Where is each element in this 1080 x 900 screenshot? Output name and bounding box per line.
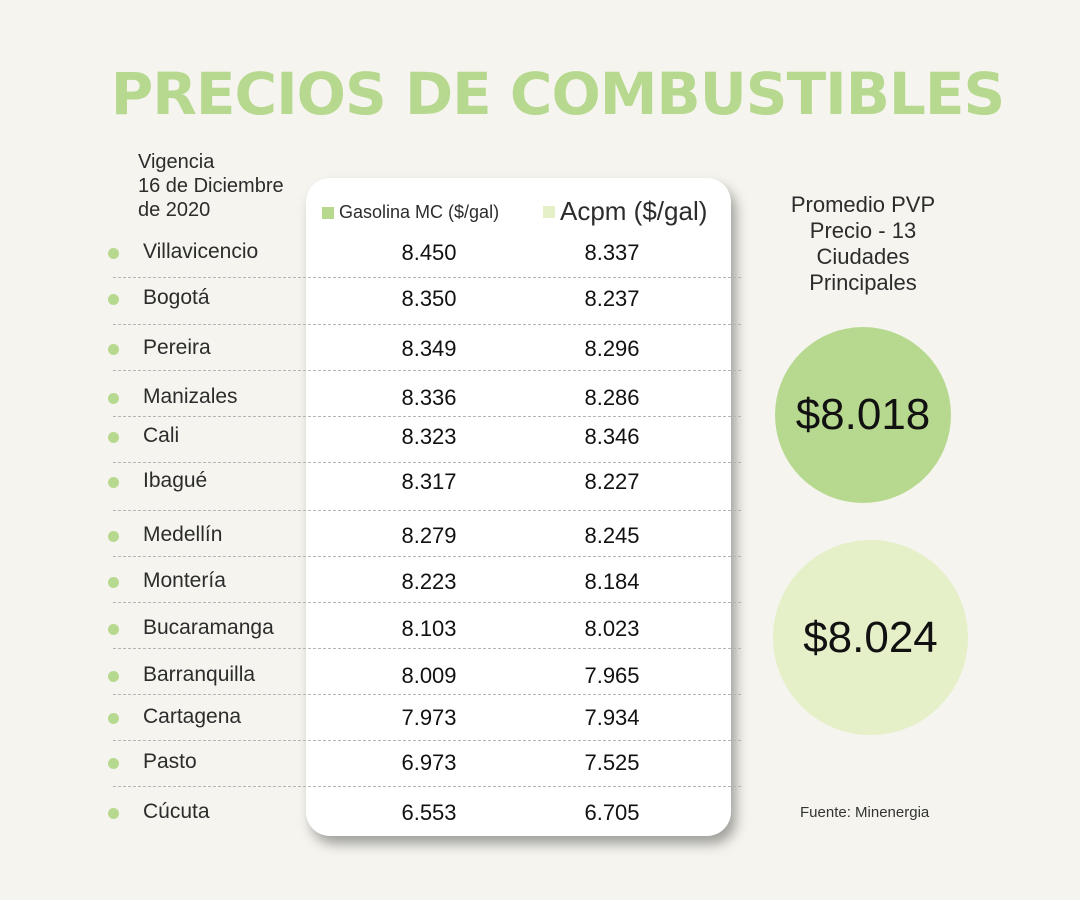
row-divider xyxy=(113,324,741,325)
bullet-dot xyxy=(108,477,119,488)
gasolina-price: 8.323 xyxy=(401,424,457,449)
column-header-acpm: Acpm ($/gal) xyxy=(543,196,707,227)
price-table-card xyxy=(306,178,731,836)
validity-date: Vigencia 16 de Diciembre de 2020 xyxy=(138,150,328,222)
row-divider xyxy=(113,740,741,741)
table-row: Medellín 8.279 8.245 xyxy=(0,521,745,551)
average-label: Promedio PVP Precio - 13 Ciudades Princi… xyxy=(778,192,948,296)
acpm-price: 8.346 xyxy=(584,424,640,449)
average-label-line: Promedio PVP xyxy=(790,192,936,217)
average-acpm-circle: $8.024 xyxy=(773,540,968,735)
page-title: PRECIOS DE COMBUSTIBLES xyxy=(110,60,1006,128)
row-divider xyxy=(113,556,741,557)
city-name: Cartagena xyxy=(143,705,242,728)
row-divider xyxy=(113,370,741,371)
acpm-price: 8.023 xyxy=(584,616,640,641)
bullet-dot xyxy=(108,671,119,682)
bullet-dot xyxy=(108,531,119,542)
acpm-price: 8.337 xyxy=(584,240,640,265)
city-name: Ibagué xyxy=(143,469,208,492)
column-header-label: Gasolina MC ($/gal) xyxy=(339,202,500,222)
table-row: Montería 8.223 8.184 xyxy=(0,567,745,597)
city-name: Villavicencio xyxy=(143,240,259,263)
bullet-dot xyxy=(108,344,119,355)
city-name: Bogotá xyxy=(143,286,210,309)
city-name: Cúcuta xyxy=(143,800,210,823)
column-header-label: Acpm ($/gal) xyxy=(560,196,708,226)
acpm-price: 8.184 xyxy=(584,569,640,594)
row-divider xyxy=(113,786,741,787)
table-row: Ibagué 8.317 8.227 xyxy=(0,467,745,497)
bullet-dot xyxy=(108,294,119,305)
bullet-dot xyxy=(108,713,119,724)
bullet-dot xyxy=(108,758,119,769)
table-row: Barranquilla 8.009 7.965 xyxy=(0,661,745,691)
acpm-price: 8.237 xyxy=(584,286,640,311)
table-row: Cúcuta 6.553 6.705 xyxy=(0,798,745,828)
source-note: Fuente: Minenergia xyxy=(800,804,930,821)
acpm-price: 8.245 xyxy=(584,523,640,548)
gasolina-price: 8.103 xyxy=(401,616,457,641)
bullet-dot xyxy=(108,624,119,635)
city-name: Manizales xyxy=(143,385,238,408)
bullet-dot xyxy=(108,248,119,259)
gasolina-price: 8.450 xyxy=(401,240,457,265)
acpm-price: 7.525 xyxy=(584,750,640,775)
bullet-dot xyxy=(108,808,119,819)
row-divider xyxy=(113,648,741,649)
acpm-price: 7.965 xyxy=(584,663,640,688)
gasolina-swatch xyxy=(322,206,334,219)
gasolina-price: 8.350 xyxy=(401,286,457,311)
gasolina-price: 8.317 xyxy=(401,469,457,494)
city-name: Barranquilla xyxy=(143,663,256,686)
table-row: Villavicencio 8.450 8.337 xyxy=(0,238,745,268)
row-divider xyxy=(113,462,741,463)
validity-line: 16 de Diciembre xyxy=(138,175,284,197)
row-divider xyxy=(113,277,741,278)
column-header-gasolina: Gasolina MC ($/gal) xyxy=(322,202,499,223)
acpm-price: 8.227 xyxy=(584,469,640,494)
validity-line: Vigencia xyxy=(138,151,215,173)
city-name: Pereira xyxy=(143,336,211,359)
average-gasolina-circle: $8.018 xyxy=(775,327,951,503)
table-row: Cartagena 7.973 7.934 xyxy=(0,703,745,733)
gasolina-price: 6.553 xyxy=(401,800,457,825)
average-label-line: Ciudades xyxy=(816,244,910,269)
table-row: Cali 8.323 8.346 xyxy=(0,422,745,452)
row-divider xyxy=(113,510,741,511)
table-row: Bogotá 8.350 8.237 xyxy=(0,284,745,314)
row-divider xyxy=(113,416,741,417)
table-row: Pasto 6.973 7.525 xyxy=(0,748,745,778)
table-row: Bucaramanga 8.103 8.023 xyxy=(0,614,745,644)
row-divider xyxy=(113,602,741,603)
gasolina-price: 6.973 xyxy=(401,750,457,775)
gasolina-price: 8.279 xyxy=(401,523,457,548)
acpm-swatch xyxy=(543,205,555,218)
average-label-line: Principales xyxy=(809,270,917,295)
gasolina-price: 8.349 xyxy=(401,336,457,361)
gasolina-price: 7.973 xyxy=(401,705,457,730)
table-row: Pereira 8.349 8.296 xyxy=(0,334,745,364)
acpm-price: 8.296 xyxy=(584,336,640,361)
city-name: Cali xyxy=(143,424,180,447)
table-row: Manizales 8.336 8.286 xyxy=(0,383,745,413)
validity-line: de 2020 xyxy=(138,199,211,221)
acpm-price: 8.286 xyxy=(584,385,640,410)
gasolina-price: 8.009 xyxy=(401,663,457,688)
bullet-dot xyxy=(108,432,119,443)
bullet-dot xyxy=(108,393,119,404)
row-divider xyxy=(113,694,741,695)
city-name: Montería xyxy=(143,569,226,592)
bullet-dot xyxy=(108,577,119,588)
average-label-line: Precio - 13 xyxy=(809,218,917,243)
city-name: Pasto xyxy=(143,750,197,773)
acpm-price: 6.705 xyxy=(584,800,640,825)
gasolina-price: 8.223 xyxy=(401,569,457,594)
city-name: Bucaramanga xyxy=(143,616,274,639)
gasolina-price: 8.336 xyxy=(401,385,457,410)
city-name: Medellín xyxy=(143,523,223,546)
acpm-price: 7.934 xyxy=(584,705,640,730)
